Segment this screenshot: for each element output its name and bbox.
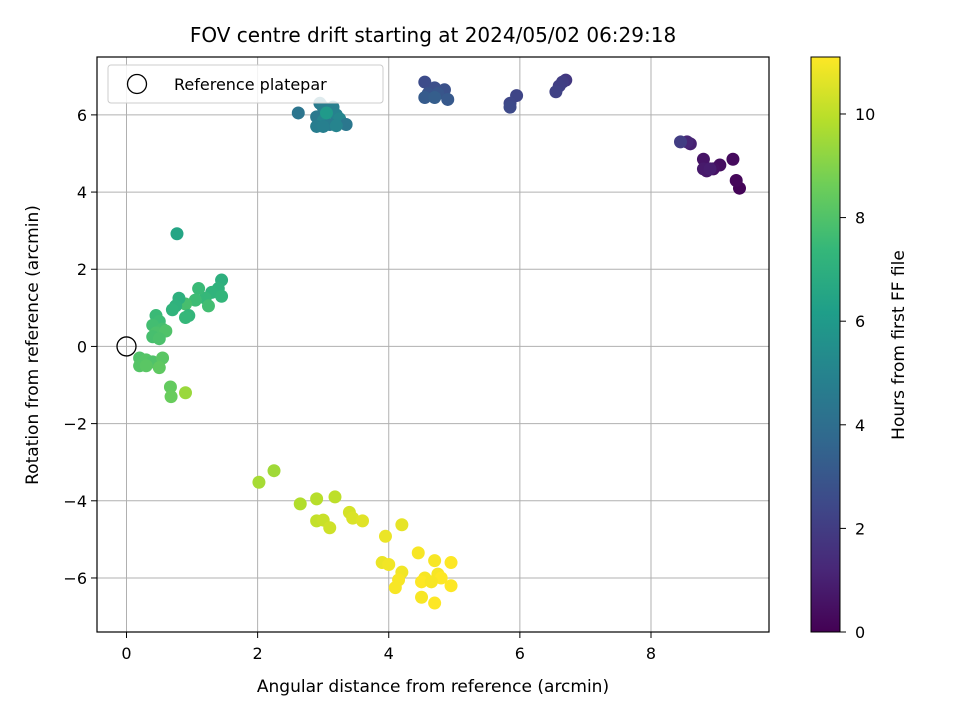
x-axis-ticks: 0 2 4 6 8 [121, 632, 656, 663]
data-point [319, 106, 333, 120]
data-point [395, 518, 409, 532]
data-point [192, 282, 206, 296]
data-point [316, 119, 330, 133]
data-point [328, 490, 342, 504]
x-tick-label: 4 [384, 644, 394, 663]
y-tick-label: 4 [77, 183, 87, 202]
data-point [418, 75, 432, 89]
data-point [201, 299, 215, 313]
x-tick-label: 0 [121, 644, 131, 663]
data-point [411, 546, 425, 560]
colorbar-tick-label: 8 [855, 209, 865, 228]
data-point [441, 92, 455, 106]
colorbar: 0 2 4 6 8 10 Hours from first FF file [810, 56, 909, 642]
data-point [503, 100, 517, 114]
data-point [346, 511, 360, 525]
y-tick-label: −2 [63, 415, 87, 434]
data-point [415, 575, 429, 589]
data-point [444, 556, 458, 570]
data-point [703, 162, 717, 176]
data-point [418, 91, 432, 105]
data-point [310, 492, 324, 506]
data-point [428, 91, 442, 105]
data-point [549, 85, 563, 99]
data-point [424, 575, 438, 589]
x-tick-label: 2 [253, 644, 263, 663]
data-point [267, 464, 281, 478]
plot-frame [96, 56, 770, 633]
data-point [696, 152, 710, 166]
data-point [252, 475, 266, 489]
data-point [291, 106, 305, 120]
data-point [673, 135, 687, 149]
data-point [428, 596, 442, 610]
reference-marker-layer [116, 336, 137, 357]
y-axis-label: Rotation from reference (arcmin) [23, 205, 43, 485]
data-point [215, 289, 229, 303]
colorbar-tick-label: 2 [855, 519, 865, 538]
data-point [163, 380, 177, 394]
colorbar-tick-label: 10 [855, 105, 875, 124]
data-point [388, 581, 402, 595]
data-point [179, 386, 193, 400]
y-tick-label: −4 [63, 492, 87, 511]
data-point [444, 579, 458, 593]
x-tick-label: 8 [646, 644, 656, 663]
data-point [434, 571, 448, 585]
colorbar-tick-label: 4 [855, 416, 865, 435]
legend-reference-marker [126, 73, 148, 95]
data-point [415, 590, 429, 604]
x-tick-label: 6 [515, 644, 525, 663]
chart-title: FOV centre drift starting at 2024/05/02 … [190, 23, 676, 47]
legend: Reference platepar [107, 64, 384, 104]
data-point [428, 554, 442, 568]
colorbar-tick-label: 0 [855, 623, 865, 642]
y-axis-ticks: −6 −4 −2 0 2 4 6 [63, 106, 97, 588]
data-point [170, 227, 184, 241]
y-tick-label: 6 [77, 106, 87, 125]
data-point [323, 521, 337, 535]
data-point [339, 118, 353, 132]
data-point [139, 359, 153, 373]
data-point [329, 119, 343, 133]
data-point [179, 310, 193, 324]
y-tick-label: −6 [63, 569, 87, 588]
y-tick-label: 0 [77, 337, 87, 356]
data-point [188, 293, 202, 307]
legend-box [107, 64, 384, 104]
grid-lines [97, 57, 769, 632]
data-point [378, 529, 392, 543]
data-point [293, 497, 307, 511]
colorbar-gradient [810, 56, 841, 633]
data-point [382, 557, 396, 571]
data-point [729, 173, 743, 187]
x-axis-label: Angular distance from reference (arcmin) [257, 677, 609, 697]
data-point [152, 332, 166, 346]
data-point [164, 390, 178, 404]
data-point [356, 514, 370, 528]
data-points [133, 73, 746, 610]
colorbar-label: Hours from first FF file [889, 250, 909, 440]
reference-platepar-marker [116, 336, 137, 357]
legend-label: Reference platepar [174, 75, 327, 94]
colorbar-ticks: 0 2 4 6 8 10 [840, 105, 875, 642]
y-tick-label: 2 [77, 260, 87, 279]
colorbar-tick-label: 6 [855, 312, 865, 331]
data-point [726, 152, 740, 166]
data-point [165, 303, 179, 317]
data-point [152, 361, 166, 375]
